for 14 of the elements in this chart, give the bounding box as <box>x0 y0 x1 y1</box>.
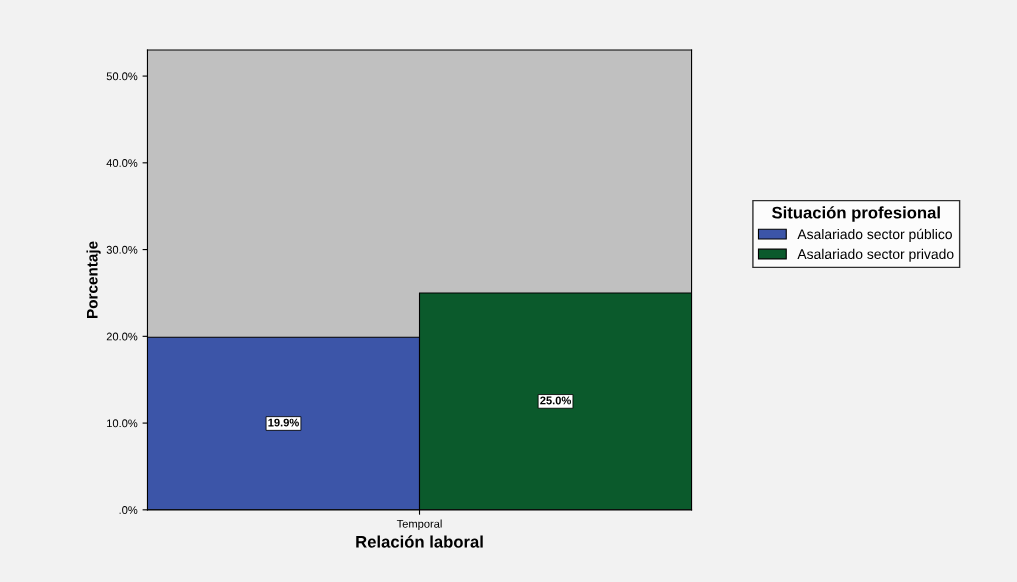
data-label: 19.9% <box>268 418 299 427</box>
y-tick-label: .0% <box>119 506 138 514</box>
data-label: 25.0% <box>540 396 571 405</box>
x-axis-title: Relación laboral <box>356 535 483 548</box>
x-tick-label: Temporal <box>396 519 442 530</box>
y-tick-label: 50.0% <box>106 72 138 81</box>
legend-label: Asalariado sector privado <box>797 248 954 262</box>
y-tick-label: 30.0% <box>106 245 138 254</box>
legend-title: Situación profesional <box>772 206 940 222</box>
y-tick-label: 40.0% <box>106 159 138 167</box>
y-tick-label: 20.0% <box>106 332 138 341</box>
y-tick-label: 10.0% <box>107 419 138 428</box>
y-axis-title: Porcentaje <box>86 241 101 318</box>
legend-label: Asalariado sector público <box>797 228 952 242</box>
